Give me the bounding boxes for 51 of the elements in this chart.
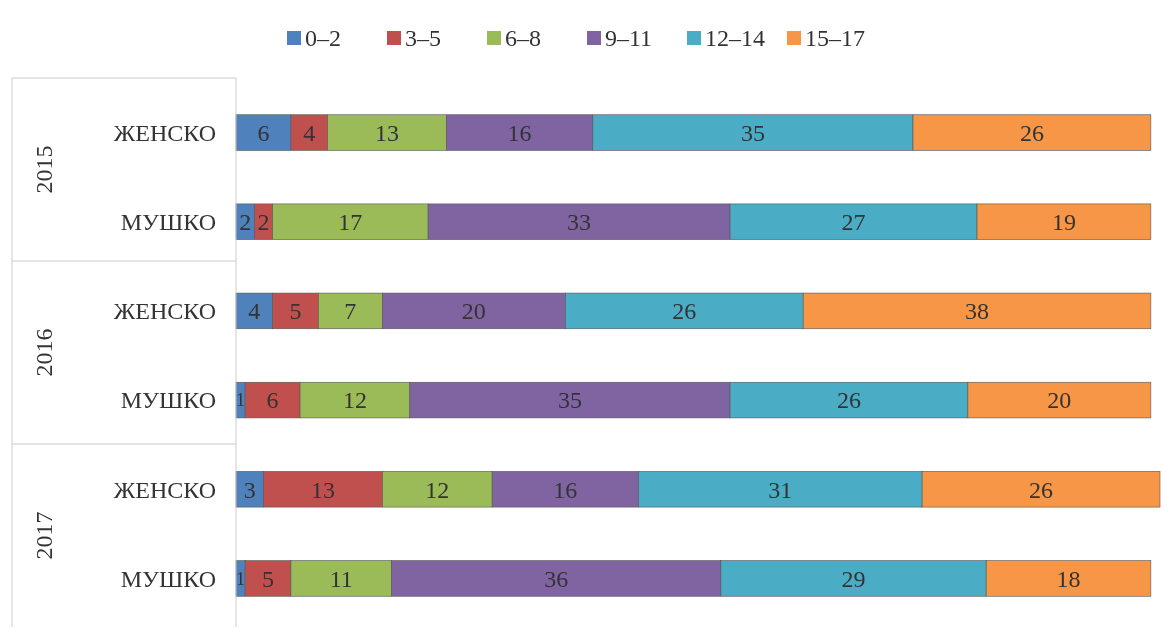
data-label: 27: [841, 209, 866, 236]
data-label: 17: [338, 209, 363, 236]
data-label: 33: [567, 209, 592, 236]
legend-label: 0–2: [305, 25, 341, 52]
data-label: 6: [266, 387, 279, 414]
data-label: 26: [836, 387, 861, 414]
data-label: 16: [553, 476, 578, 503]
data-label: 26: [672, 298, 697, 325]
text: 2015: [31, 145, 58, 194]
data-label: 2: [239, 209, 252, 236]
data-label: 31: [768, 476, 793, 503]
data-label: 20: [1047, 387, 1072, 414]
y-tick-label: ЖЕНСКО: [113, 476, 216, 503]
data-label: 3: [243, 476, 256, 503]
data-label: 16: [507, 119, 532, 146]
data-label: 35: [557, 387, 582, 414]
text: 2016: [31, 328, 58, 377]
data-label: 5: [289, 298, 302, 325]
data-label: 26: [1019, 119, 1044, 146]
legend-label: 9–11: [605, 25, 653, 52]
data-label: 13: [310, 476, 335, 503]
data-label: 1: [236, 568, 246, 589]
data-label: 29: [841, 565, 866, 592]
legend-label: 3–5: [405, 25, 441, 52]
data-label: 13: [374, 119, 399, 146]
y-tick-label: ЖЕНСКО: [113, 119, 216, 146]
legend-label: 6–8: [505, 25, 541, 52]
legend-label: 12–14: [705, 25, 765, 52]
data-label: 38: [965, 298, 990, 325]
data-label: 5: [262, 565, 275, 592]
y-tick-label: МУШКО: [120, 565, 216, 592]
data-label: 26: [1029, 476, 1054, 503]
y-tick-label: МУШКО: [120, 387, 216, 414]
data-label: 18: [1056, 565, 1081, 592]
data-label: 12: [342, 387, 367, 414]
legend-label: 15–17: [805, 25, 865, 52]
data-label: 35: [740, 119, 765, 146]
data-label: 4: [248, 298, 261, 325]
data-label: 7: [344, 298, 357, 325]
data-label: 6: [257, 119, 270, 146]
text: 2017: [31, 511, 58, 560]
data-label: 4: [303, 119, 316, 146]
data-label: 11: [329, 565, 353, 592]
data-label: 20: [461, 298, 486, 325]
data-label: 2: [257, 209, 270, 236]
data-label: 19: [1051, 209, 1076, 236]
data-label: 1: [236, 390, 246, 411]
y-tick-label: МУШКО: [120, 209, 216, 236]
data-label: 12: [425, 476, 450, 503]
data-label: 36: [544, 565, 569, 592]
y-tick-label: ЖЕНСКО: [113, 298, 216, 325]
